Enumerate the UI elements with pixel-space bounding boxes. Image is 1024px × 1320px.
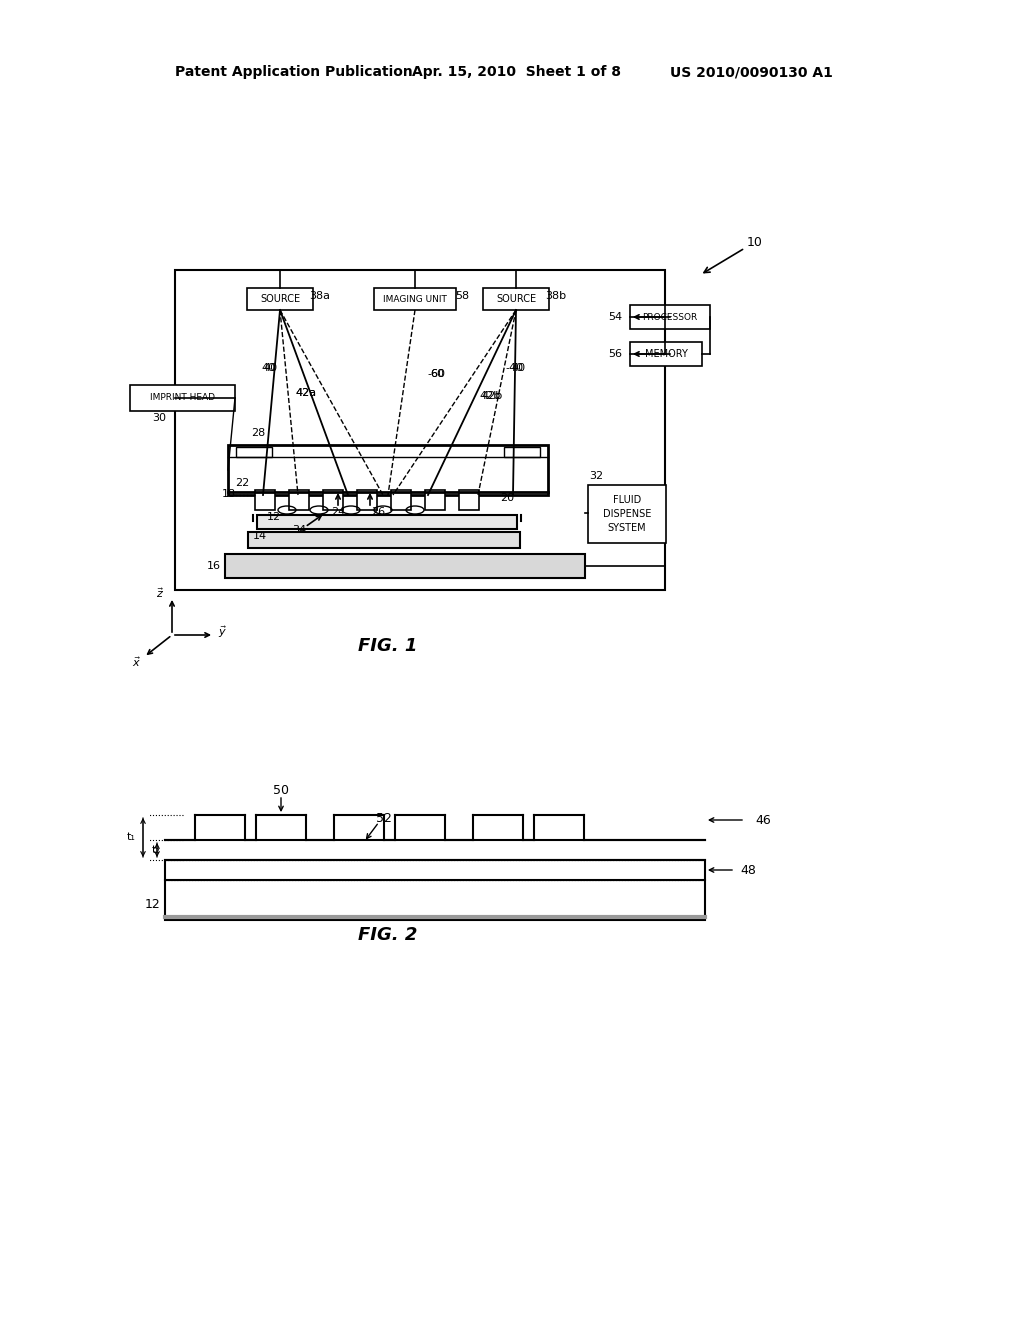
Bar: [357, 490, 377, 510]
Bar: [630, 305, 710, 329]
Bar: [175, 271, 665, 590]
Bar: [391, 490, 411, 510]
Text: $\vec{z}$: $\vec{z}$: [156, 586, 164, 599]
Text: 42a: 42a: [296, 388, 316, 399]
Text: 16: 16: [207, 561, 221, 572]
Text: 28: 28: [251, 428, 265, 438]
Text: 10: 10: [748, 236, 763, 249]
Text: SYSTEM: SYSTEM: [607, 523, 646, 533]
Bar: [225, 554, 585, 578]
Text: 56: 56: [608, 348, 622, 359]
Text: 12: 12: [267, 512, 281, 521]
Text: 20: 20: [500, 492, 514, 503]
Text: -60: -60: [427, 370, 445, 379]
Text: SOURCE: SOURCE: [260, 294, 300, 304]
Text: FIG. 2: FIG. 2: [358, 927, 418, 944]
Text: 40: 40: [511, 363, 525, 374]
Text: 22: 22: [234, 478, 249, 488]
Text: 40: 40: [261, 363, 275, 374]
Text: -40: -40: [506, 363, 524, 374]
Bar: [459, 490, 479, 510]
Text: SOURCE: SOURCE: [496, 294, 536, 304]
Text: 42b: 42b: [481, 391, 503, 401]
Text: 42b: 42b: [479, 391, 501, 401]
Text: 42a: 42a: [296, 388, 316, 399]
Bar: [425, 490, 445, 510]
Text: 34: 34: [292, 525, 306, 535]
Text: $\vec{y}$: $\vec{y}$: [217, 624, 226, 640]
Text: 38a: 38a: [309, 290, 331, 301]
Text: 48: 48: [740, 863, 756, 876]
Bar: [374, 288, 456, 310]
Text: 40: 40: [264, 363, 279, 374]
Bar: [247, 288, 313, 310]
Text: US 2010/0090130 A1: US 2010/0090130 A1: [670, 65, 833, 79]
Text: 26: 26: [371, 507, 385, 517]
Text: Patent Application Publication: Patent Application Publication: [175, 65, 413, 79]
Bar: [257, 515, 517, 529]
Text: 52: 52: [376, 812, 392, 825]
Bar: [236, 447, 272, 457]
Text: 50: 50: [273, 784, 289, 796]
Bar: [255, 490, 275, 510]
Bar: [228, 445, 548, 495]
Bar: [630, 342, 702, 366]
Bar: [165, 861, 705, 880]
Text: IMPRINT HEAD: IMPRINT HEAD: [150, 393, 214, 403]
Text: FIG. 1: FIG. 1: [358, 638, 418, 655]
Bar: [588, 484, 666, 543]
Text: t₂: t₂: [152, 845, 161, 855]
Text: 12: 12: [144, 899, 160, 912]
Bar: [323, 490, 343, 510]
Text: $\vec{x}$: $\vec{x}$: [131, 655, 140, 669]
Text: PROCESSOR: PROCESSOR: [642, 313, 697, 322]
Text: 58: 58: [455, 290, 469, 301]
Text: DISPENSE: DISPENSE: [603, 510, 651, 519]
Text: Apr. 15, 2010  Sheet 1 of 8: Apr. 15, 2010 Sheet 1 of 8: [412, 65, 621, 79]
Text: 32: 32: [589, 471, 603, 480]
Bar: [248, 532, 520, 548]
Bar: [483, 288, 549, 310]
Text: FLUID: FLUID: [613, 495, 641, 506]
Text: IMAGING UNIT: IMAGING UNIT: [383, 294, 446, 304]
Text: 18: 18: [222, 488, 237, 499]
Text: 24: 24: [331, 507, 345, 517]
Text: 38b: 38b: [546, 290, 566, 301]
Text: 46: 46: [755, 813, 771, 826]
Text: MEMORY: MEMORY: [644, 348, 687, 359]
Text: 60: 60: [430, 370, 444, 379]
Bar: [504, 447, 540, 457]
Text: 14: 14: [253, 531, 267, 541]
Text: t₁: t₁: [127, 832, 135, 842]
Bar: [130, 385, 234, 411]
Text: 54: 54: [608, 312, 622, 322]
Bar: [289, 490, 309, 510]
Bar: [165, 880, 705, 920]
Text: 30: 30: [152, 413, 166, 422]
